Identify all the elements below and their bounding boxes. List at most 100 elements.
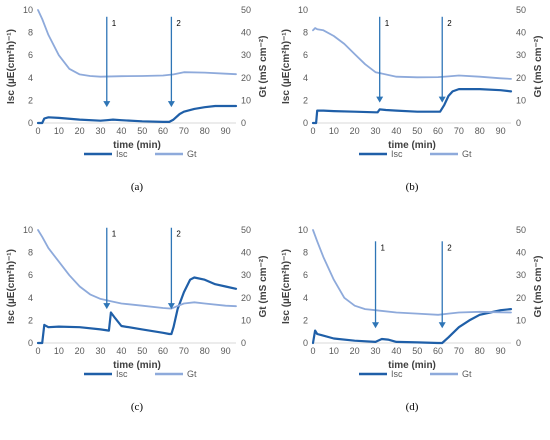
- x-axis-title: time (min): [113, 140, 161, 151]
- y-left-tick-label: 6: [303, 50, 308, 60]
- y-left-tick-label: 10: [298, 5, 308, 15]
- arrow-label: 2: [176, 230, 181, 239]
- y-left-tick-label: 4: [28, 293, 33, 303]
- y-right-tick-label: 40: [516, 248, 526, 258]
- legend-label: Isc: [116, 369, 128, 379]
- arrow-label: 2: [176, 19, 181, 28]
- y-right-tick-label: 50: [516, 225, 526, 235]
- x-tick-label: 0: [35, 126, 40, 136]
- x-tick-label: 80: [475, 126, 485, 136]
- x-tick-label: 0: [310, 346, 315, 356]
- x-tick-label: 90: [221, 126, 231, 136]
- series-line-gt: [312, 27, 512, 80]
- arrow-marker-1: 1: [376, 16, 390, 103]
- y-right-tick-label: 30: [516, 50, 526, 60]
- legend-label: Gt: [462, 149, 472, 159]
- y-right-tick-label: 20: [241, 293, 251, 303]
- series-line-isc: [36, 276, 238, 345]
- y-left-tick-label: 10: [23, 5, 33, 15]
- y-right-tick-label: 10: [516, 315, 526, 325]
- x-tick-label: 20: [350, 126, 360, 136]
- y-left-tick-label: 10: [23, 225, 33, 235]
- y-left-tick-label: 0: [28, 338, 33, 348]
- legend-item-gt: Gt: [155, 149, 197, 159]
- series-line-isc: [311, 88, 513, 125]
- x-tick-label: 10: [329, 126, 339, 136]
- legend-label: Gt: [187, 369, 197, 379]
- y-left-tick-label: 2: [303, 315, 308, 325]
- y-right-tick-label: 10: [516, 95, 526, 105]
- x-tick-label: 60: [433, 126, 443, 136]
- y-left-tick-label: 8: [303, 248, 308, 258]
- y-left-tick-label: 0: [303, 118, 308, 128]
- x-tick-label: 30: [96, 126, 106, 136]
- x-tick-label: 80: [475, 346, 485, 356]
- legend-label: Isc: [391, 149, 403, 159]
- y-right-tick-label: 30: [241, 50, 251, 60]
- y-right-tick-label: 10: [241, 315, 251, 325]
- series-line-gt: [312, 229, 512, 316]
- x-tick-label: 20: [350, 346, 360, 356]
- x-axis-title: time (min): [388, 140, 436, 151]
- arrow-label: 1: [112, 230, 117, 239]
- y-left-axis-title: Isc (µE(cm²h)⁻¹): [6, 29, 17, 104]
- y-left-tick-label: 0: [303, 338, 308, 348]
- x-tick-label: 0: [35, 346, 40, 356]
- x-tick-label: 40: [116, 126, 126, 136]
- x-tick-label: 60: [158, 126, 168, 136]
- x-tick-label: 50: [137, 346, 147, 356]
- arrow-label: 1: [385, 19, 390, 28]
- arrow-marker-2: 2: [167, 227, 181, 310]
- legend-item-isc: Isc: [84, 369, 128, 379]
- y-left-tick-label: 4: [303, 73, 308, 83]
- y-right-tick-label: 20: [516, 293, 526, 303]
- x-axis-title: time (min): [113, 360, 161, 371]
- panel-label: (a): [131, 181, 144, 193]
- y-right-tick-label: 0: [516, 338, 521, 348]
- chart-panel-3: 0 10 20 30 40 50 60 70 80 90 0 2 4 6 8 10 0 10 20 30 40 50 tim…: [6, 225, 269, 413]
- y-right-tick-label: 0: [241, 118, 246, 128]
- arrow-label: 1: [381, 243, 386, 252]
- legend-item-isc: Isc: [359, 369, 403, 379]
- chart-panel-2: 0 10 20 30 40 50 60 70 80 90 0 2 4 6 8 10 0 10 20 30 40 50 tim…: [281, 5, 544, 193]
- x-tick-label: 60: [433, 346, 443, 356]
- y-left-tick-label: 10: [298, 225, 308, 235]
- x-tick-label: 70: [454, 126, 464, 136]
- x-tick-label: 20: [75, 126, 85, 136]
- y-left-tick-label: 4: [303, 293, 308, 303]
- y-right-tick-label: 50: [241, 5, 251, 15]
- arrow-marker-1: 1: [103, 16, 117, 108]
- x-tick-label: 40: [116, 346, 126, 356]
- chart-panel-1: 0 10 20 30 40 50 60 70 80 90 0 2 4 6 8 10 0 10 20 30 40 50 tim…: [6, 5, 269, 193]
- legend-item-gt: Gt: [430, 369, 472, 379]
- x-tick-label: 70: [179, 126, 189, 136]
- panel-label: (b): [406, 181, 419, 193]
- legend-label: Gt: [462, 369, 472, 379]
- legend-label: Isc: [116, 149, 128, 159]
- y-right-tick-label: 10: [241, 95, 251, 105]
- legend-item-gt: Gt: [155, 369, 197, 379]
- y-right-tick-label: 20: [516, 73, 526, 83]
- y-right-axis-title: Gt (mS cm⁻²): [258, 256, 269, 318]
- x-tick-label: 30: [96, 346, 106, 356]
- y-left-tick-label: 2: [28, 315, 33, 325]
- x-tick-label: 10: [54, 126, 64, 136]
- y-left-tick-label: 6: [303, 270, 308, 280]
- x-tick-label: 90: [496, 346, 506, 356]
- legend-item-isc: Isc: [359, 149, 403, 159]
- series-line-isc: [311, 308, 513, 345]
- legend-item-gt: Gt: [430, 149, 472, 159]
- x-tick-label: 50: [137, 126, 147, 136]
- y-right-tick-label: 30: [241, 270, 251, 280]
- x-tick-label: 10: [329, 346, 339, 356]
- arrow-label: 2: [447, 243, 452, 252]
- y-left-axis-title: Isc (µE(cm²h)⁻¹): [281, 29, 292, 104]
- y-right-axis-title: Gt (mS cm⁻²): [533, 256, 544, 318]
- y-left-axis-title: Isc (µE(cm²h)⁻¹): [6, 249, 17, 324]
- x-tick-label: 30: [371, 346, 381, 356]
- y-left-tick-label: 4: [28, 73, 33, 83]
- x-tick-label: 40: [391, 346, 401, 356]
- y-left-tick-label: 6: [28, 50, 33, 60]
- y-right-tick-label: 40: [516, 28, 526, 38]
